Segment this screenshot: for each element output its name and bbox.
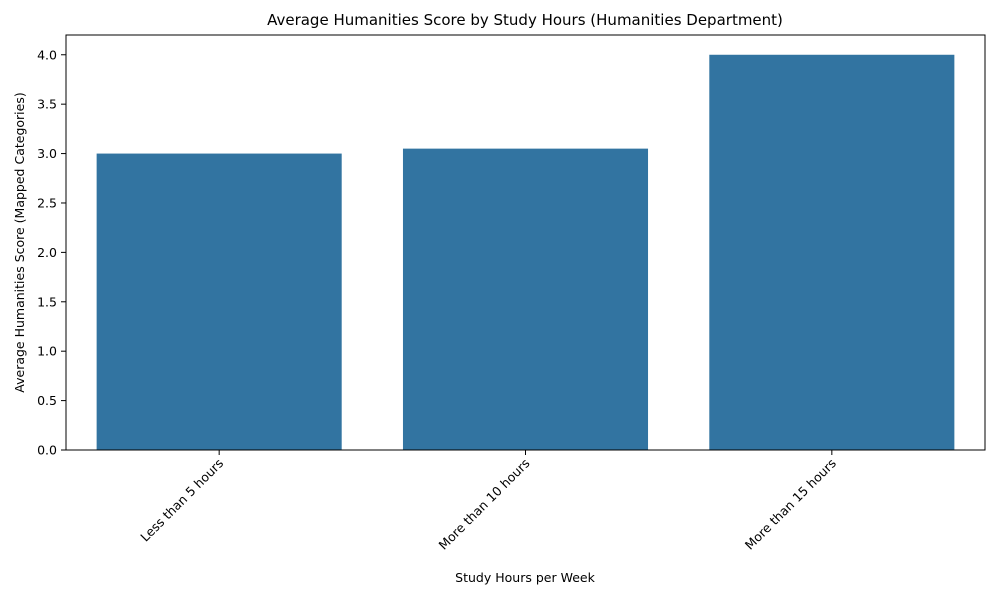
chart-title: Average Humanities Score by Study Hours … [267, 11, 783, 29]
y-tick-label: 0.5 [37, 393, 57, 408]
y-tick-label: 0.0 [37, 443, 57, 458]
bar-3 [709, 54, 955, 451]
x-tick-label: More than 15 hours [742, 456, 839, 553]
x-tick-label: Less than 5 hours [137, 456, 226, 545]
y-axis: 0.0 0.5 1.0 1.5 2.0 2.5 3.0 3.5 4.0 [37, 47, 66, 458]
plot-frame [65, 34, 986, 451]
y-axis-title: Average Humanities Score (Mapped Categor… [12, 92, 27, 392]
y-tick-label: 1.0 [37, 344, 57, 359]
x-axis: Less than 5 hours More than 10 hours More … [137, 450, 839, 553]
bars-group [96, 54, 955, 451]
x-axis-title: Study Hours per Week [455, 570, 595, 585]
bar-2 [402, 148, 649, 450]
y-tick-label: 2.0 [37, 245, 57, 260]
y-tick-label: 2.5 [37, 195, 57, 210]
y-tick-label: 3.0 [37, 146, 57, 161]
bar-1 [96, 153, 342, 451]
y-tick-label: 4.0 [37, 47, 57, 62]
x-tick-label: More than 10 hours [435, 456, 532, 553]
y-tick-label: 3.5 [37, 97, 57, 112]
y-tick-label: 1.5 [37, 294, 57, 309]
